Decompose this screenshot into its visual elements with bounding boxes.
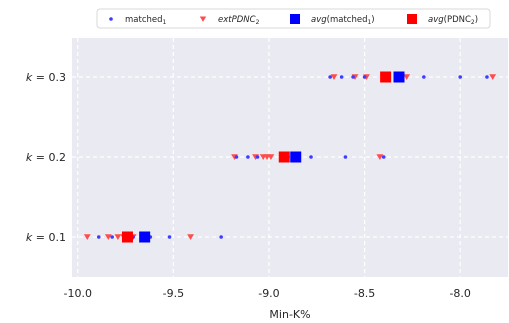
x-tick-label: -10.0	[64, 287, 92, 300]
point-marker	[458, 75, 462, 79]
point-marker	[362, 75, 367, 79]
legend-label: matched1	[125, 15, 167, 26]
point-marker	[403, 74, 411, 81]
avg-marker	[380, 71, 392, 83]
point-marker	[330, 74, 338, 81]
point-marker	[187, 234, 194, 241]
point-marker	[234, 155, 239, 159]
y-axis-ticks: k = 0.1 k = 0.2 k = 0.3	[26, 71, 66, 244]
point-marker	[422, 75, 426, 79]
point-marker	[110, 235, 114, 239]
point-marker	[351, 75, 355, 79]
legend-label: avg(PDNC2)	[428, 15, 478, 26]
y-tick-label: k = 0.3	[26, 71, 66, 84]
avg-marker	[407, 14, 417, 24]
x-tick-label: -8.0	[449, 287, 470, 300]
legend-label: extPDNC2	[218, 15, 260, 26]
y-tick-label: k = 0.1	[26, 231, 66, 244]
x-axis-ticks: -10.0 -9.5 -9.0 -8.5 -8.0	[64, 287, 471, 300]
x-tick-label: -8.5	[354, 287, 375, 300]
avg-marker	[290, 14, 300, 24]
point-marker	[104, 234, 112, 241]
y-tick-label: k = 0.2	[26, 151, 66, 164]
point-marker	[339, 75, 344, 79]
point-marker	[381, 155, 386, 159]
legend-label: avg(matched1)	[311, 15, 375, 26]
x-axis-title: Min-K%	[269, 308, 310, 321]
point-marker	[219, 235, 223, 239]
avg-marker	[278, 151, 290, 163]
point-marker	[255, 155, 260, 159]
x-tick-label: -9.0	[258, 287, 279, 300]
data-markers	[83, 71, 497, 243]
point-marker	[199, 16, 207, 22]
avg-marker	[121, 231, 133, 243]
point-marker	[267, 154, 275, 161]
point-marker	[96, 235, 101, 239]
point-marker	[109, 17, 113, 21]
avg-marker	[393, 71, 405, 83]
point-marker	[167, 235, 172, 239]
point-marker	[489, 74, 497, 81]
point-marker	[485, 75, 489, 79]
point-marker	[114, 234, 122, 241]
avg-marker	[139, 231, 151, 243]
avg-marker	[290, 151, 302, 163]
point-marker	[328, 75, 332, 79]
point-marker	[83, 234, 91, 241]
legend: matched1 extPDNC2 avg(matched1) avg(PDNC2)	[96, 8, 491, 29]
point-marker	[246, 155, 250, 159]
x-tick-label: -9.5	[163, 287, 184, 300]
point-marker	[343, 155, 348, 159]
point-marker	[376, 154, 384, 161]
point-marker	[309, 155, 313, 159]
